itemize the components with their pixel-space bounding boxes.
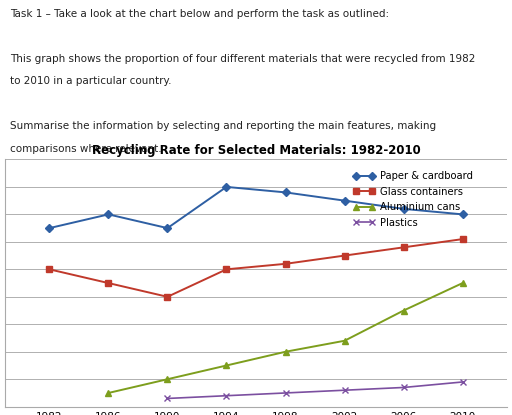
Text: Task 1 – Take a look at the chart below and perform the task as outlined:: Task 1 – Take a look at the chart below … [10, 9, 389, 19]
Glass containers [46, 267, 52, 272]
Plastics [342, 388, 348, 393]
Aluminium cans [223, 363, 229, 368]
Paper & cardboard [400, 206, 407, 211]
Paper & cardboard [46, 226, 52, 231]
Glass containers [164, 294, 170, 299]
Paper & cardboard [460, 212, 466, 217]
Aluminium cans [164, 377, 170, 382]
Paper & cardboard [342, 198, 348, 203]
Line: Aluminium cans: Aluminium cans [105, 280, 466, 396]
Line: Glass containers: Glass containers [47, 236, 465, 300]
Text: This graph shows the proportion of four different materials that were recycled f: This graph shows the proportion of four … [10, 54, 476, 63]
Plastics [164, 396, 170, 401]
Paper & cardboard [105, 212, 112, 217]
Aluminium cans [283, 349, 289, 354]
Glass containers [342, 253, 348, 258]
Glass containers [460, 237, 466, 242]
Text: Summarise the information by selecting and reporting the main features, making: Summarise the information by selecting a… [10, 121, 436, 131]
Aluminium cans [400, 308, 407, 313]
Glass containers [223, 267, 229, 272]
Title: Recycling Rate for Selected Materials: 1982-2010: Recycling Rate for Selected Materials: 1… [92, 144, 420, 157]
Paper & cardboard [283, 190, 289, 195]
Aluminium cans [342, 338, 348, 343]
Glass containers [105, 281, 112, 286]
Paper & cardboard [164, 226, 170, 231]
Glass containers [283, 261, 289, 266]
Line: Plastics: Plastics [164, 378, 466, 402]
Aluminium cans [105, 391, 112, 395]
Plastics [223, 393, 229, 398]
Line: Paper & cardboard: Paper & cardboard [47, 184, 465, 231]
Glass containers [400, 245, 407, 250]
Paper & cardboard [223, 184, 229, 189]
Plastics [460, 379, 466, 384]
Text: comparisons where relevant.: comparisons where relevant. [10, 144, 162, 154]
Text: to 2010 in a particular country.: to 2010 in a particular country. [10, 76, 172, 86]
Plastics [283, 391, 289, 395]
Plastics [400, 385, 407, 390]
Aluminium cans [460, 281, 466, 286]
Legend: Paper & cardboard, Glass containers, Aluminium cans, Plastics: Paper & cardboard, Glass containers, Alu… [351, 169, 475, 230]
